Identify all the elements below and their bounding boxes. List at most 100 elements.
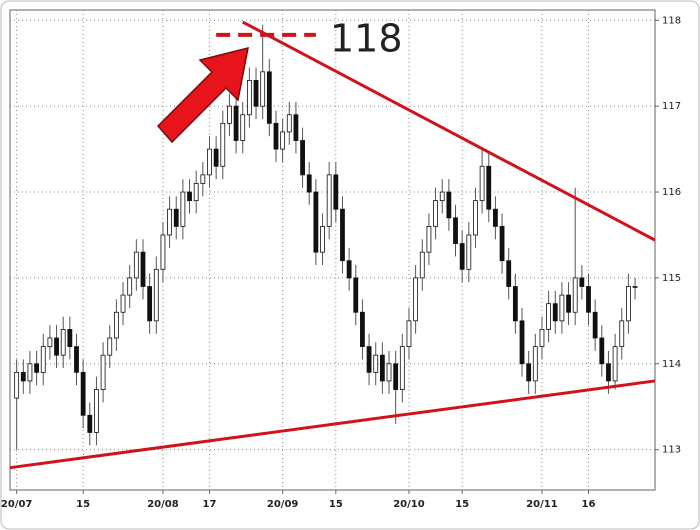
candle-body [173,208,179,227]
candle-body [566,294,571,313]
candle-body [340,208,345,262]
candle-body [240,114,246,141]
candle-body [100,354,106,390]
candle-body [213,148,219,167]
x-tick-label: 15 [329,499,343,510]
candle-body [227,105,232,124]
candle-body [612,346,618,382]
candle-body [393,363,399,390]
candle-body [446,191,452,219]
candle-body [167,208,172,236]
candle-body [399,346,405,390]
candle-body [147,286,153,322]
x-tick-label: 20/08 [147,499,179,510]
y-tick-label: 115 [662,273,681,284]
candle-body [67,329,73,348]
candle-body [466,234,472,270]
candle-body [419,251,425,279]
candle-body [619,320,625,348]
candle-body [273,122,279,150]
candle-body [326,174,332,227]
candle-body [133,251,139,279]
candle-body [426,225,432,253]
candle-body [300,140,305,176]
candle-body [20,371,26,382]
trend-line [242,20,656,242]
candle-body [486,165,492,210]
y-tick-label: 116 [662,187,681,198]
candle-body [552,303,558,322]
candle-body [346,260,352,279]
candle-body [187,191,192,202]
candle-body [74,346,79,373]
candle-body [320,225,325,253]
candle-body [360,311,365,348]
plot-area [9,9,656,491]
candle-body [87,414,93,433]
candle-body [626,286,631,322]
candle-body [246,80,252,116]
candle-body [479,165,485,202]
candle-body [559,294,565,322]
candle-body [413,277,419,322]
candle-body [459,243,465,270]
candle-body [306,174,312,193]
candle-body [207,148,212,176]
candle-body [60,329,66,356]
candle-body [180,191,186,227]
x-tick-label: 20/09 [267,499,299,510]
candle-body [572,277,578,313]
y-tick-label: 118 [662,15,681,26]
candle-body [599,337,605,365]
candle-body [586,286,591,313]
y-tick-label: 113 [662,445,681,456]
candle-body [160,234,166,270]
candle-body [113,311,119,339]
x-tick-label: 20/07 [1,499,33,510]
candle-body [379,354,385,382]
candle-body [107,337,113,356]
candle-body [353,277,359,313]
candle-body [519,320,525,365]
candle-body [439,191,445,202]
candle-body [592,311,598,339]
candle-body [14,371,20,399]
candle-body [493,208,498,227]
candle-body [313,191,319,253]
x-tick-label: 20/11 [526,499,558,510]
y-tick-label: 117 [662,101,681,112]
candle-body [512,286,518,322]
x-tick-label: 15 [76,499,90,510]
x-tick-label: 16 [582,499,596,510]
candle-body [333,174,339,210]
candle-body [406,320,412,348]
candle-body [386,363,392,382]
candle-body [546,303,552,330]
x-tick-label: 17 [203,499,217,510]
arrow [156,46,249,144]
candle-body [506,260,512,287]
x-tick-label: 20/10 [393,499,425,510]
candle-body [286,114,292,133]
trend-line [9,379,656,470]
candle-body [539,329,545,348]
candle-body [220,122,226,167]
candle-body [499,225,505,262]
candle-body [127,277,133,296]
candle-body [606,363,611,382]
candle-body [120,294,126,313]
annotation: 118 [330,17,403,61]
candle-body [34,363,39,373]
candle-body [473,200,478,236]
candle-body [153,268,159,322]
candle-body [253,80,259,107]
candle-body [293,114,299,141]
candle-body [526,363,532,382]
candle-body [193,183,199,202]
candle-body [373,354,379,373]
x-tick-label: 15 [455,499,469,510]
candle-body [54,337,59,356]
candle-body [94,389,99,433]
candle-body [260,71,266,107]
